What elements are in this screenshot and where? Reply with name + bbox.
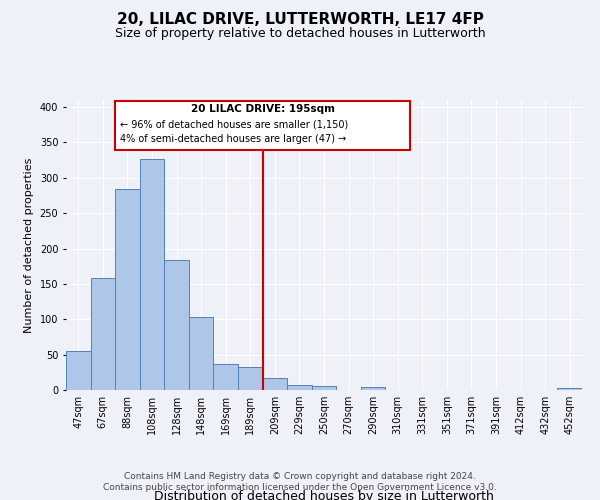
Text: 20 LILAC DRIVE: 195sqm: 20 LILAC DRIVE: 195sqm [191, 104, 335, 115]
Bar [557, 388, 582, 390]
Bar [164, 260, 189, 390]
X-axis label: Distribution of detached houses by size in Lutterworth: Distribution of detached houses by size … [154, 490, 494, 500]
Y-axis label: Number of detached properties: Number of detached properties [24, 158, 34, 332]
Text: ← 96% of detached houses are smaller (1,150): ← 96% of detached houses are smaller (1,… [121, 120, 349, 130]
Bar [214, 364, 238, 390]
Bar [312, 386, 336, 390]
Bar [238, 366, 263, 390]
Text: 20, LILAC DRIVE, LUTTERWORTH, LE17 4FP: 20, LILAC DRIVE, LUTTERWORTH, LE17 4FP [116, 12, 484, 28]
Text: Size of property relative to detached houses in Lutterworth: Size of property relative to detached ho… [115, 28, 485, 40]
Bar [91, 278, 115, 390]
Bar [263, 378, 287, 390]
Text: Contains HM Land Registry data © Crown copyright and database right 2024.: Contains HM Land Registry data © Crown c… [124, 472, 476, 481]
Text: Contains public sector information licensed under the Open Government Licence v3: Contains public sector information licen… [103, 484, 497, 492]
Bar [287, 385, 312, 390]
Text: 4% of semi-detached houses are larger (47) →: 4% of semi-detached houses are larger (4… [121, 134, 347, 144]
Bar [140, 160, 164, 390]
Bar [189, 317, 214, 390]
Bar [66, 351, 91, 390]
FancyBboxPatch shape [115, 102, 410, 150]
Bar [115, 189, 140, 390]
Bar [361, 387, 385, 390]
